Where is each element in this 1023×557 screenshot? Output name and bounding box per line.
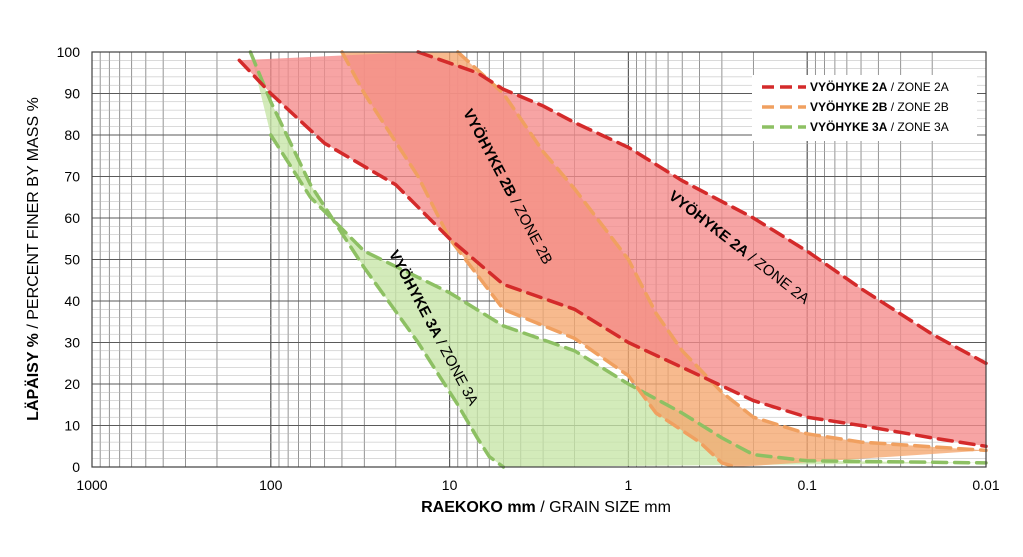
zone-2a-band <box>239 52 987 447</box>
y-axis-title-rest: / PERCENT FINER BY MASS % <box>25 97 42 333</box>
zone-3a-coarse-boundary <box>248 50 506 469</box>
zone-bands <box>239 52 987 467</box>
tick-labels: 1000 100 10 1 0.1 0.01 0 10 20 30 40 50 60 70 80 90 100 <box>57 44 1000 493</box>
x-tick-label: 1 <box>625 477 633 493</box>
zone-3a-band <box>250 52 986 467</box>
x-axis-title: RAEKOKO mm / GRAIN SIZE mm <box>421 499 671 516</box>
y-tick-label: 10 <box>64 418 80 434</box>
zone-3a-fine-boundary <box>269 133 988 465</box>
y-tick-label: 50 <box>64 252 80 268</box>
x-tick-label: 0.1 <box>797 477 817 493</box>
zone-2a-coarse-boundary <box>237 58 988 449</box>
y-tick-label: 100 <box>57 44 81 60</box>
plot-frame <box>91 51 987 468</box>
y-tick-label: 0 <box>72 459 80 475</box>
legend-label-3a: VYÖHYKE 3A / ZONE 3A <box>810 119 949 134</box>
x-axis-title-bold: RAEKOKO mm <box>421 499 536 516</box>
y-tick-label: 70 <box>64 169 80 185</box>
x-axis-title-rest: / GRAIN SIZE mm <box>536 499 671 516</box>
plot-border <box>91 51 987 468</box>
y-tick-label: 40 <box>64 293 80 309</box>
y-tick-label: 90 <box>64 86 80 102</box>
x-tick-label: 100 <box>259 477 283 493</box>
y-tick-label: 30 <box>64 335 80 351</box>
y-tick-label: 20 <box>64 376 80 392</box>
zone-2b-coarse-boundary <box>340 50 738 469</box>
x-tick-label: 10 <box>442 477 458 493</box>
x-tick-label: 0.01 <box>972 477 999 493</box>
y-axis-title: LÄPÄISY % / PERCENT FINER BY MASS % <box>24 97 42 421</box>
x-tick-label: 1000 <box>76 477 107 493</box>
zone-2b-fine-boundary <box>456 50 988 453</box>
legend-label-2a: VYÖHYKE 2A / ZONE 2A <box>810 79 949 94</box>
y-tick-label: 60 <box>64 210 80 226</box>
zone-2a-fine-boundary <box>416 50 988 366</box>
zone-boundaries <box>237 50 988 469</box>
y-tick-label: 80 <box>64 127 80 143</box>
legend: VYÖHYKE 2A / ZONE 2A VYÖHYKE 2B / ZONE 2B… <box>752 75 977 141</box>
legend-label-2b: VYÖHYKE 2B / ZONE 2B <box>810 99 949 114</box>
y-axis-title-bold: LÄPÄISY % <box>24 333 42 421</box>
